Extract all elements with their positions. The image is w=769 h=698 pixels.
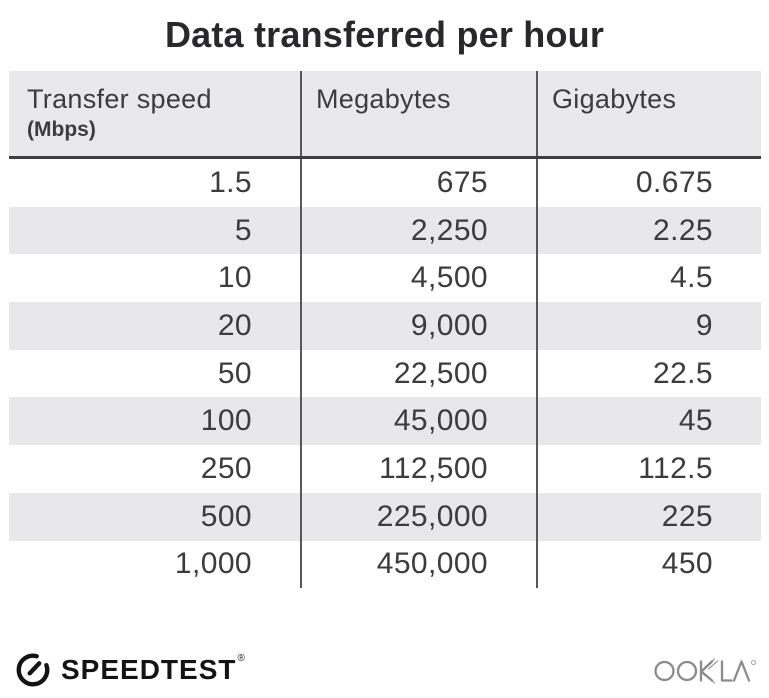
- cell-gigabytes: 450: [661, 547, 713, 581]
- table-row: 10 4,500 4.5: [9, 254, 761, 303]
- table-row: 500 225,000 225: [9, 492, 761, 541]
- cell-gigabytes: 112.5: [638, 451, 713, 485]
- cell-megabytes: 45,000: [302, 397, 538, 446]
- cell-transfer-speed: 5: [9, 206, 302, 255]
- header-transfer-speed: Transfer speed (Mbps): [9, 71, 302, 156]
- cell-transfer-speed: 1,000: [9, 540, 302, 589]
- table-header-row: Transfer speed (Mbps) Megabytes Gigabyte…: [9, 71, 761, 159]
- cell-transfer-speed: 100: [9, 397, 302, 446]
- registered-trademark-icon: ®: [237, 653, 245, 664]
- speedtest-wordmark: SPEEDTEST: [61, 654, 237, 685]
- table-row: 5 2,250 2.25: [9, 206, 761, 255]
- cell-megabytes: 112,500: [302, 445, 538, 493]
- cell-transfer-speed: 1.5: [9, 159, 302, 207]
- ookla-logo: [653, 656, 757, 684]
- table-row: 1,000 450,000 450: [9, 540, 761, 589]
- cell-gigabytes: 22.5: [653, 356, 713, 390]
- table-row: 100 45,000 45: [9, 397, 761, 446]
- cell-transfer-speed: 10: [9, 254, 302, 303]
- cell-transfer-speed: 20: [9, 302, 302, 350]
- table-row: 250 112,500 112.5: [9, 445, 761, 493]
- header-transfer-speed-unit: (Mbps): [27, 118, 96, 141]
- cell-gigabytes: 45: [678, 404, 713, 438]
- table-row: 20 9,000 9: [9, 302, 761, 350]
- table-row: 1.5 675 0.675: [9, 159, 761, 207]
- table-row: 50 22,500 22.5: [9, 349, 761, 398]
- cell-megabytes: 4,500: [302, 254, 538, 303]
- table-body: 1.5 675 0.675 5 2,250 2.25 10 4,500 4.5 …: [9, 159, 761, 589]
- cell-megabytes: 450,000: [302, 540, 538, 589]
- cell-transfer-speed: 500: [9, 492, 302, 541]
- cell-gigabytes: 4.5: [670, 261, 713, 295]
- header-gigabytes-label: Gigabytes: [552, 84, 677, 114]
- data-table: Transfer speed (Mbps) Megabytes Gigabyte…: [9, 71, 761, 589]
- cell-gigabytes: 0.675: [635, 165, 713, 199]
- footer: SPEEDTEST ®: [14, 648, 757, 692]
- cell-megabytes: 675: [302, 159, 538, 207]
- header-megabytes: Megabytes: [302, 71, 538, 156]
- header-gigabytes: Gigabytes: [538, 71, 761, 156]
- cell-megabytes: 9,000: [302, 302, 538, 350]
- speedtest-logo: SPEEDTEST ®: [14, 651, 245, 689]
- speedtest-gauge-icon: [16, 653, 50, 687]
- cell-transfer-speed: 50: [9, 349, 302, 398]
- cell-megabytes: 22,500: [302, 349, 538, 398]
- header-transfer-speed-label: Transfer speed: [27, 84, 212, 114]
- header-megabytes-label: Megabytes: [316, 84, 451, 114]
- ookla-wordmark-icon: [654, 658, 756, 684]
- cell-gigabytes: 225: [661, 499, 713, 533]
- cell-gigabytes: 9: [695, 308, 713, 342]
- cell-megabytes: 2,250: [302, 206, 538, 255]
- cell-transfer-speed: 250: [9, 445, 302, 493]
- cell-megabytes: 225,000: [302, 492, 538, 541]
- cell-gigabytes: 2.25: [653, 213, 713, 247]
- page-title: Data transferred per hour: [164, 14, 605, 55]
